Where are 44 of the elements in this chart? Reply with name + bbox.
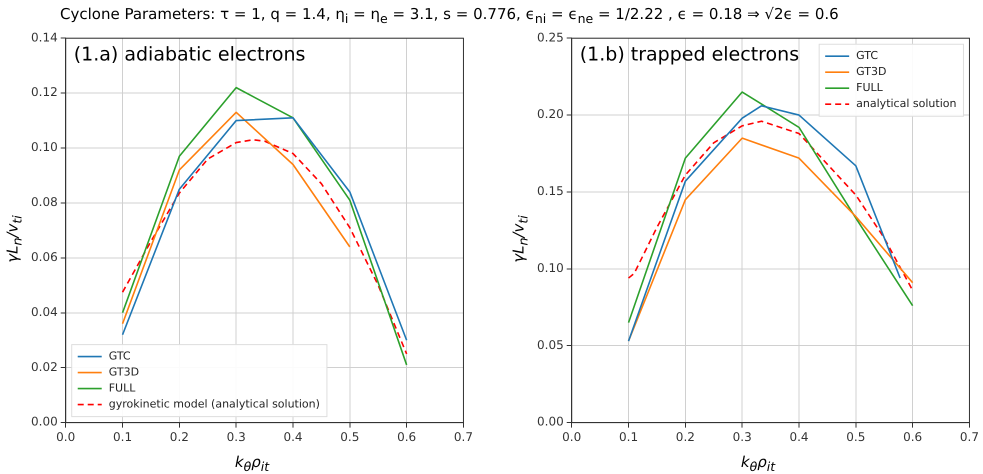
x-tick-label: 0.7: [960, 430, 980, 444]
y-tick-label: 0.06: [31, 250, 58, 264]
y-tick-label: 0.10: [537, 260, 564, 275]
legend-label: FULL: [108, 381, 136, 394]
x-tick-label: 0.1: [618, 430, 638, 444]
x-tick-label: 0.5: [340, 430, 360, 444]
y-tick-label: 0.20: [537, 107, 564, 122]
legend-label: GTC: [856, 49, 878, 62]
x-tick-label: 0.6: [397, 430, 416, 444]
y-tick-label: 0.04: [31, 304, 58, 319]
x-tick-label: 0.4: [789, 430, 809, 444]
legend-label: GT3D: [108, 365, 140, 378]
legend-label: FULL: [856, 81, 884, 94]
x-tick-label: 0.6: [903, 430, 922, 444]
x-tick-label: 0.0: [562, 430, 582, 444]
text: Cyclone Parameters: τ = 1, q = 1.4, η$_{i}$ = η$_{e}$ = 3.1, s = 0.776, ϵ$_{ni}$ = ϵ$_{ne}$ = 1/2.22 , ϵ = 0.18 ⇒ √2ϵ = 0.6: [60, 5, 839, 26]
y-tick-label: 0.25: [537, 30, 564, 44]
x-tick-label: 0.1: [112, 430, 132, 444]
y-tick-label: 0.12: [31, 85, 58, 100]
y-tick-label: 0.08: [31, 195, 58, 210]
legend-label: analytical solution: [856, 97, 956, 110]
x-tick-label: 0.3: [226, 430, 246, 444]
legend-label: GTC: [108, 349, 131, 362]
y-tick-label: 0.10: [31, 140, 58, 154]
chart-title: (1.a) adiabatic electrons: [74, 44, 306, 66]
chart-title: (1.b) trapped electrons: [580, 44, 800, 66]
x-tick-label: 0.0: [56, 430, 76, 444]
legend-label: GT3D: [856, 65, 886, 78]
y-tick-label: 0.14: [31, 30, 58, 44]
y-tick-label: 0.15: [537, 184, 564, 198]
x-tick-label: 0.5: [846, 430, 866, 444]
legend-label: gyrokinetic model (analytical solution): [108, 397, 320, 410]
line-series: [628, 120, 914, 292]
x-axis-title: k$_{θ}$ρ$_{it}$: [740, 453, 776, 474]
x-tick-label: 0.7: [454, 430, 474, 444]
y-tick-label: 0.02: [31, 360, 58, 374]
x-tick-label: 0.4: [283, 430, 303, 444]
x-tick-label: 0.2: [170, 430, 189, 444]
y-tick-label: 0.00: [31, 414, 58, 429]
y-tick-label: 0.05: [537, 338, 564, 352]
x-tick-label: 0.2: [676, 430, 695, 444]
x-axis-title: k$_{θ}$ρ$_{it}$: [234, 453, 270, 474]
x-tick-label: 0.3: [732, 430, 752, 444]
y-tick-label: 0.00: [537, 414, 564, 429]
